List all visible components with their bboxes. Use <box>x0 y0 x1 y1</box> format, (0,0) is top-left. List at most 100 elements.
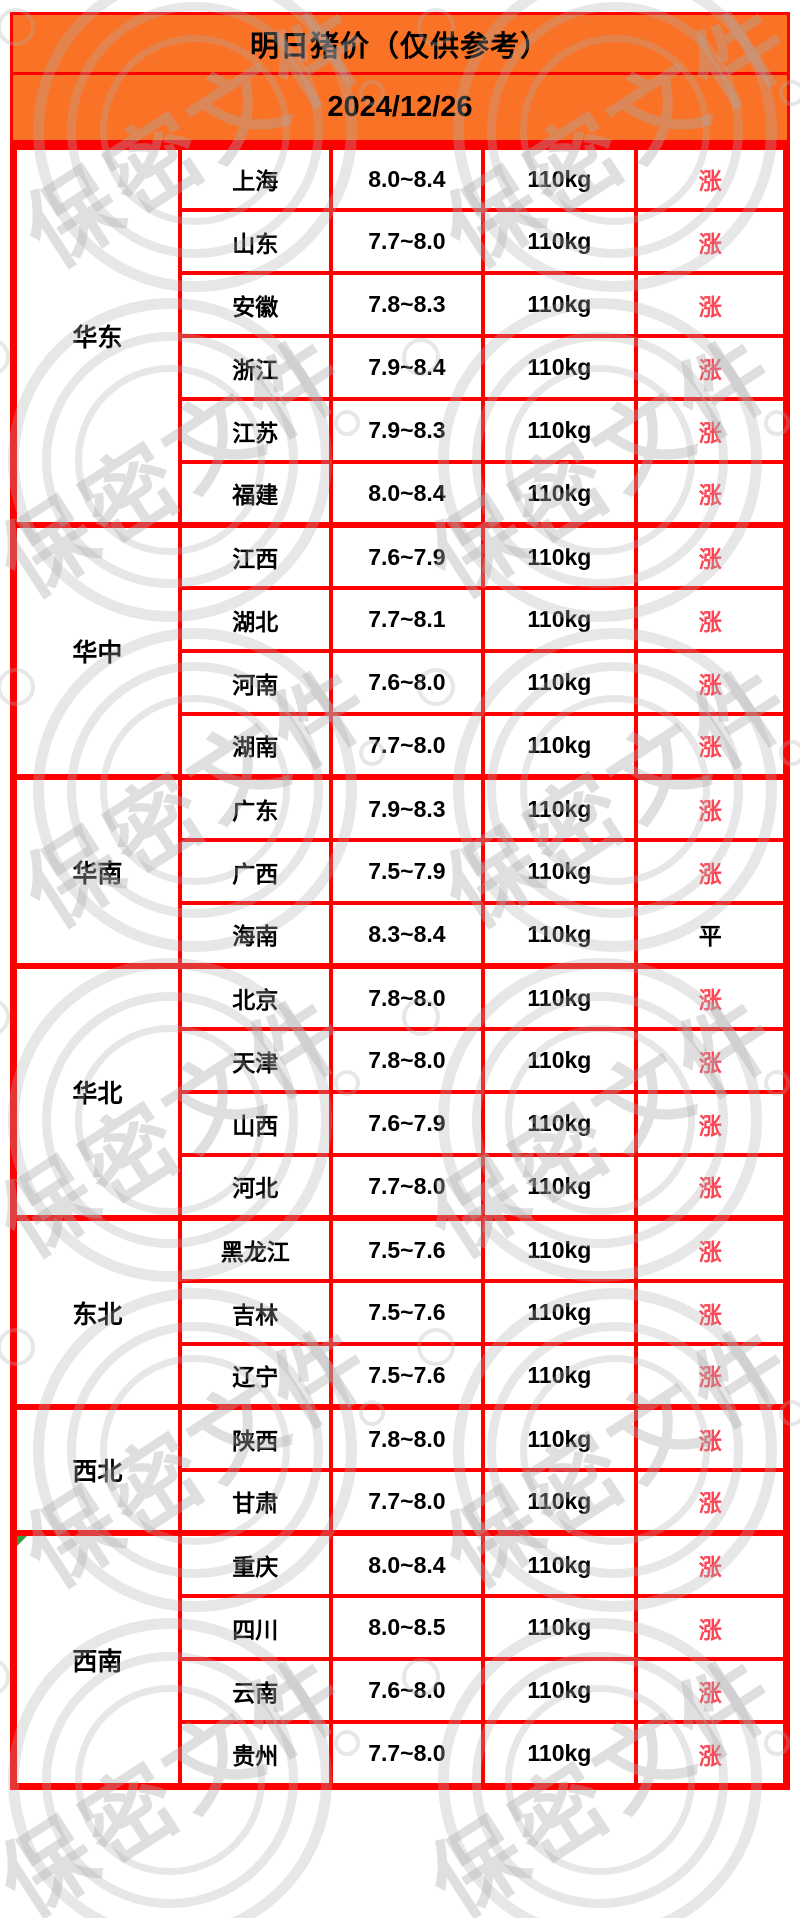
province-cell: 云南 <box>177 1657 333 1724</box>
province-cell: 海南 <box>177 901 333 968</box>
price-cell: 7.5~7.6 <box>328 1342 486 1409</box>
watermark-small-ring <box>0 338 10 376</box>
province-cell: 福建 <box>177 460 333 527</box>
price-cell: 7.7~8.0 <box>328 208 486 275</box>
date-label: 2024/12/26 <box>13 75 787 144</box>
province-cell: 甘肃 <box>177 1468 333 1535</box>
weight-cell: 110kg <box>481 1279 638 1346</box>
trend-cell: 涨 <box>633 712 788 779</box>
table-row: 贵州 7.7~8.0 110kg 涨 <box>15 1720 788 1787</box>
province-cell: 江苏 <box>177 397 333 464</box>
weight-cell: 110kg <box>481 586 638 653</box>
trend-cell: 涨 <box>633 1468 788 1535</box>
table-row: 华北 北京 7.8~8.0 110kg 涨 <box>13 963 788 1220</box>
weight-cell: 110kg <box>481 334 638 401</box>
corner-mark-icon <box>17 1536 27 1546</box>
trend-cell: 涨 <box>633 1215 788 1283</box>
province-cell: 湖南 <box>177 712 333 779</box>
trend-cell: 涨 <box>633 1530 788 1598</box>
watermark-small-ring <box>0 998 10 1036</box>
table-row: 甘肃 7.7~8.0 110kg 涨 <box>15 1468 788 1535</box>
region-label: 西南 <box>72 1647 123 1676</box>
trend-cell: 涨 <box>633 271 788 338</box>
province-cell: 安徽 <box>177 271 333 338</box>
province-cell: 浙江 <box>177 334 333 401</box>
price-cell: 7.7~8.0 <box>328 1153 486 1220</box>
price-cell: 7.6~8.0 <box>328 649 486 716</box>
trend-cell: 涨 <box>633 838 788 905</box>
province-cell: 贵州 <box>177 1720 333 1787</box>
province-cell: 广西 <box>177 838 333 905</box>
table-row: 华中 江西 7.6~7.9 110kg 涨 <box>13 522 788 779</box>
table-row: 华南 广东 7.9~8.3 110kg 涨 <box>13 774 788 968</box>
trend-cell: 涨 <box>633 1279 788 1346</box>
province-cell: 河北 <box>177 1153 333 1220</box>
province-cell: 陕西 <box>177 1404 333 1472</box>
province-cell: 天津 <box>177 1027 333 1094</box>
trend-cell: 涨 <box>633 208 788 275</box>
province-cell: 山东 <box>177 208 333 275</box>
province-cell: 北京 <box>177 963 333 1031</box>
price-cell: 7.6~8.0 <box>328 1657 486 1724</box>
trend-cell: 涨 <box>633 397 788 464</box>
price-cell: 7.6~7.9 <box>328 1090 486 1157</box>
weight-cell: 110kg <box>481 271 638 338</box>
weight-cell: 110kg <box>481 1090 638 1157</box>
region-label: 华南 <box>72 859 123 888</box>
weight-cell: 110kg <box>481 1657 638 1724</box>
province-cell: 辽宁 <box>177 1342 333 1409</box>
trend-cell: 涨 <box>633 649 788 716</box>
trend-cell: 涨 <box>633 1657 788 1724</box>
price-cell: 7.8~8.0 <box>328 1027 486 1094</box>
table-row: 海南 8.3~8.4 110kg 平 <box>15 901 788 968</box>
trend-cell: 涨 <box>633 1153 788 1220</box>
weight-cell: 110kg <box>481 1342 638 1409</box>
price-cell: 7.7~8.0 <box>328 712 486 779</box>
province-cell: 湖北 <box>177 586 333 653</box>
region-label: 西北 <box>72 1458 123 1486</box>
table-row: 广西 7.5~7.9 110kg 涨 <box>15 838 788 905</box>
table-row: 云南 7.6~8.0 110kg 涨 <box>15 1657 788 1724</box>
trend-cell: 涨 <box>633 522 788 590</box>
price-cell: 7.9~8.3 <box>328 774 486 842</box>
weight-cell: 110kg <box>481 963 638 1031</box>
page-title: 明日猪价（仅供参考） <box>13 15 787 75</box>
table-row: 四川 8.0~8.5 110kg 涨 <box>15 1594 788 1661</box>
trend-cell: 涨 <box>633 1594 788 1661</box>
trend-cell: 涨 <box>633 1027 788 1094</box>
region-cell: 华中 <box>13 522 182 779</box>
trend-cell: 涨 <box>633 1090 788 1157</box>
table-row: 华东 上海 8.0~8.4 110kg 涨 <box>13 144 788 527</box>
trend-cell: 平 <box>633 901 788 968</box>
price-cell: 8.0~8.5 <box>328 1594 486 1661</box>
table-row: 湖北 7.7~8.1 110kg 涨 <box>15 586 788 653</box>
price-table: 华东 上海 8.0~8.4 110kg 涨山东 7.7~8.0 110kg 涨安徽 7.8~8.… <box>13 144 788 1787</box>
price-cell: 7.5~7.6 <box>328 1279 486 1346</box>
table-row: 河南 7.6~8.0 110kg 涨 <box>15 649 788 716</box>
price-cell: 7.8~8.0 <box>328 1404 486 1472</box>
region-label: 华东 <box>72 324 123 352</box>
price-cell: 7.9~8.3 <box>328 397 486 464</box>
weight-cell: 110kg <box>481 208 638 275</box>
weight-cell: 110kg <box>481 1530 638 1598</box>
table-row: 浙江 7.9~8.4 110kg 涨 <box>15 334 788 401</box>
region-label: 东北 <box>72 1300 123 1329</box>
weight-cell: 110kg <box>481 1468 638 1535</box>
table-row: 辽宁 7.5~7.6 110kg 涨 <box>15 1342 788 1409</box>
trend-cell: 涨 <box>633 586 788 653</box>
weight-cell: 110kg <box>481 144 638 212</box>
weight-cell: 110kg <box>481 774 638 842</box>
trend-cell: 涨 <box>633 1342 788 1409</box>
province-cell: 黑龙江 <box>177 1215 333 1283</box>
price-cell: 8.0~8.4 <box>328 460 486 527</box>
price-cell: 7.9~8.4 <box>328 334 486 401</box>
region-cell: 东北 <box>13 1215 182 1409</box>
weight-cell: 110kg <box>481 649 638 716</box>
province-cell: 山西 <box>177 1090 333 1157</box>
weight-cell: 110kg <box>481 1215 638 1283</box>
weight-cell: 110kg <box>481 1594 638 1661</box>
region-cell: 华南 <box>13 774 182 968</box>
trend-cell: 涨 <box>633 334 788 401</box>
table-row: 福建 8.0~8.4 110kg 涨 <box>15 460 788 527</box>
